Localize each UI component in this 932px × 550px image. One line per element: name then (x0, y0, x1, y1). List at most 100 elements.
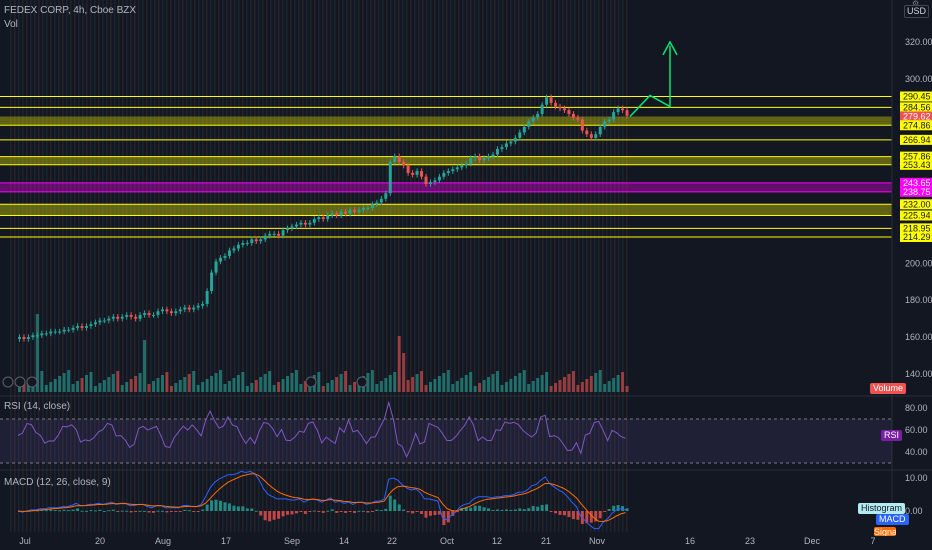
volume-legend[interactable]: Vol (4, 19, 18, 30)
candle-body (580, 119, 584, 131)
volume-bar (442, 373, 446, 392)
histogram-bar (71, 509, 75, 511)
session-stripe (546, 0, 548, 540)
signal-badge: Signal (874, 527, 896, 536)
histogram-bar (111, 509, 115, 511)
candle-body (263, 235, 267, 240)
session-stripe (198, 0, 200, 540)
volume-bar (469, 372, 473, 392)
session-stripe (374, 0, 376, 540)
volume-bar (147, 384, 151, 392)
session-stripe (70, 0, 72, 540)
currency-label[interactable]: USD (904, 5, 930, 18)
candle-body (290, 226, 294, 229)
volume-bar (89, 372, 93, 392)
macd-tick: 0.00 (905, 506, 923, 516)
volume-bar (558, 380, 562, 392)
session-stripe (86, 0, 88, 540)
session-stripe (326, 0, 328, 540)
level-label: 266.94 (903, 135, 931, 145)
session-stripe (170, 0, 172, 540)
candle-body (18, 337, 21, 339)
session-stripe (54, 0, 56, 540)
candle-body (192, 307, 196, 310)
session-stripe (110, 0, 112, 540)
session-stripe (538, 0, 540, 540)
level-label: 279.62 (903, 111, 931, 121)
histogram-bar (375, 509, 379, 511)
histogram-badge: Histogram (858, 503, 906, 514)
histogram-bar (241, 506, 245, 511)
session-stripe (226, 0, 228, 540)
candle-body (576, 117, 580, 120)
session-stripe (106, 0, 108, 540)
level-label: 225.94 (903, 210, 931, 220)
candle-body (420, 171, 424, 177)
candle-body (165, 309, 169, 312)
settings-icon[interactable]: ⚙ (912, 0, 920, 8)
session-stripe (174, 0, 176, 540)
volume-bar (402, 353, 406, 392)
candle-body (174, 311, 178, 314)
level-zone (0, 116, 892, 126)
candle-body (612, 112, 616, 120)
event-marker (305, 376, 317, 388)
histogram-bar (598, 511, 602, 519)
candle-body (80, 326, 84, 328)
session-stripe (254, 0, 256, 540)
session-stripe (278, 0, 280, 540)
session-stripe (378, 0, 380, 540)
volume-bar (603, 384, 607, 392)
macd-tick: 10.00 (905, 473, 928, 483)
session-stripe (606, 0, 608, 540)
candle-body (335, 213, 339, 216)
histogram-bar (504, 509, 508, 511)
session-stripe (362, 0, 364, 540)
histogram-bar (326, 510, 330, 512)
candle-body (232, 248, 236, 251)
candle-body (384, 193, 388, 199)
session-stripe (382, 0, 384, 540)
candle-body (446, 171, 450, 173)
candle-body (518, 132, 522, 138)
session-stripe (262, 0, 264, 540)
symbol-legend[interactable]: FEDEX CORP, 4h, Cboe BZX (4, 5, 137, 16)
histogram-bar (303, 511, 307, 514)
rsi-legend[interactable]: RSI (14, close) (4, 401, 71, 412)
volume-bar (384, 378, 388, 392)
volume-bar (183, 377, 187, 392)
rsi-badge: RSI (881, 430, 903, 441)
level-label-bg (900, 210, 932, 221)
candle-body (223, 255, 227, 258)
histogram-bar (277, 511, 281, 519)
volume-bar (411, 377, 415, 392)
session-stripe (562, 0, 564, 540)
session-stripe (210, 0, 212, 540)
histogram-bar (62, 509, 66, 511)
histogram-bar (625, 508, 629, 511)
volume-bar (428, 382, 432, 392)
candle-body (143, 313, 147, 315)
volume-bar (281, 379, 285, 392)
histogram-bar (152, 511, 156, 513)
histogram-bar (232, 505, 236, 511)
session-stripe (386, 0, 388, 540)
histogram-bar (169, 511, 173, 512)
candle-body (299, 222, 303, 225)
candle-body (317, 217, 321, 220)
volume-bar (598, 370, 602, 392)
macd-legend[interactable]: MACD (12, 26, close, 9) (4, 477, 111, 488)
candle-body (201, 303, 205, 306)
volume-bar (545, 372, 549, 392)
candle-body (388, 161, 392, 194)
candle-body (589, 134, 593, 138)
candle-body (353, 209, 357, 212)
volume-bar (227, 381, 231, 392)
session-stripe (574, 0, 576, 540)
candle-body (44, 333, 48, 335)
level-label: 290.45 (903, 92, 931, 102)
candle-body (281, 230, 285, 236)
histogram-bar (558, 511, 562, 515)
candle-body (598, 126, 602, 135)
